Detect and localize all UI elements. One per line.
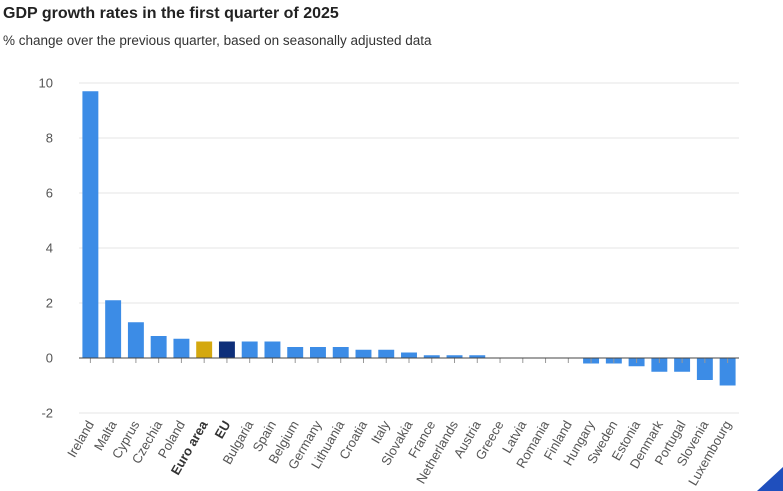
bar-belgium [287, 347, 304, 358]
bar-germany [310, 347, 326, 358]
bar-croatia [355, 349, 372, 358]
bar-austria [469, 355, 486, 358]
x-tick-label-ireland: Ireland [64, 418, 97, 460]
y-tick-label: 4 [46, 241, 53, 256]
bar-slovenia [696, 358, 713, 380]
y-tick-label: 0 [46, 351, 53, 366]
bar-france [423, 355, 440, 358]
chart-title: GDP growth rates in the first quarter of… [3, 5, 339, 22]
y-tick-label: 6 [46, 186, 53, 201]
y-tick-label: -2 [41, 406, 53, 421]
bar-czechia [150, 336, 167, 358]
x-tick-label-eu: EU [212, 418, 234, 441]
bar-portugal [674, 358, 691, 372]
bar-eu [218, 341, 235, 358]
bar-bulgaria [241, 341, 258, 358]
bar-euro-area [196, 341, 213, 358]
bar-italy [378, 349, 395, 358]
bar-slovakia [401, 352, 417, 358]
bar-ireland [82, 91, 99, 358]
bar-netherlands [446, 355, 463, 358]
y-tick-label: 8 [46, 131, 53, 146]
bar-poland [173, 338, 190, 358]
eurostat-corner-logo [757, 467, 783, 491]
bar-lithuania [332, 347, 349, 358]
bar-spain [264, 341, 281, 358]
y-tick-label: 2 [46, 296, 53, 311]
chart-subtitle: % change over the previous quarter, base… [3, 33, 432, 48]
bar-malta [105, 300, 122, 358]
bar-luxembourg [719, 358, 736, 386]
bar-denmark [651, 358, 668, 372]
bar-cyprus [127, 322, 144, 358]
y-tick-label: 10 [39, 76, 53, 91]
